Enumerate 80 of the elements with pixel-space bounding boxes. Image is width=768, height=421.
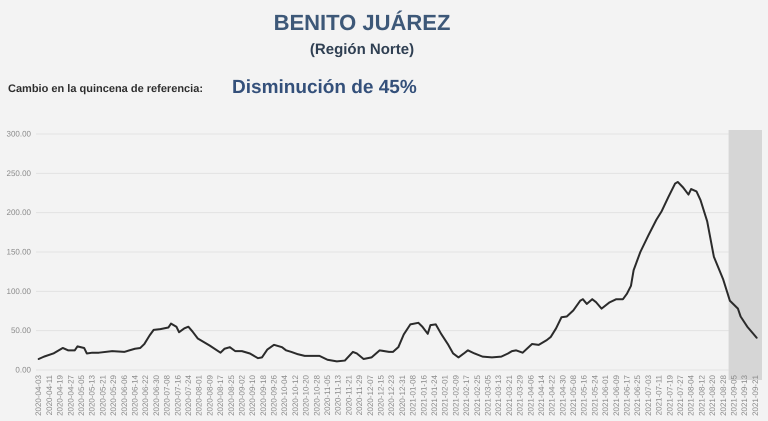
- x-tick-label: 2020-10-28: [312, 374, 322, 416]
- x-tick-label: 2021-02-25: [472, 374, 482, 416]
- x-tick-label: 2021-03-29: [516, 374, 525, 416]
- x-tick-label: 2020-12-15: [376, 374, 386, 416]
- x-tick-label: 2021-07-27: [676, 374, 685, 416]
- x-tick-label: 2021-09-21: [750, 374, 760, 416]
- x-tick-label: 2020-06-30: [152, 374, 161, 416]
- x-tick-label: 2020-08-09: [205, 374, 214, 416]
- y-tick-label: 150.00: [6, 248, 32, 257]
- x-tick-label: 2021-04-22: [548, 374, 557, 416]
- x-tick-label: 2020-05-13: [88, 374, 97, 416]
- x-tick-label: 2021-01-08: [408, 374, 418, 416]
- x-tick-label: 2020-10-04: [280, 374, 290, 416]
- x-tick-label: 2021-09-13: [740, 374, 750, 416]
- x-tick-label: 2020-11-13: [334, 374, 343, 416]
- x-tick-label: 2020-05-29: [109, 374, 118, 416]
- x-tick-label: 2021-06-17: [622, 374, 632, 416]
- x-tick-label: 2021-08-12: [697, 374, 706, 416]
- chart-title: BENITO JUÁREZ: [274, 10, 450, 35]
- x-tick-label: 2020-08-17: [216, 374, 226, 416]
- x-tick-label: 2020-04-27: [66, 374, 76, 416]
- x-tick-label: 2021-04-06: [526, 374, 536, 416]
- x-tick-label: 2020-09-18: [258, 374, 268, 416]
- y-tick-label: 100.00: [6, 286, 32, 296]
- y-tick-label: 50.00: [10, 326, 32, 336]
- x-tick-label: 2020-09-26: [270, 374, 279, 416]
- x-tick-label: 2021-06-09: [612, 374, 621, 416]
- x-tick-label: 2021-05-08: [569, 374, 578, 416]
- x-tick-label: 2020-10-12: [290, 374, 300, 416]
- x-tick-label: 2020-04-03: [34, 374, 44, 416]
- x-tick-label: 2020-07-16: [173, 374, 182, 416]
- x-tick-label: 2021-03-05: [483, 374, 492, 416]
- x-tick-label: 2020-08-25: [226, 374, 236, 416]
- x-tick-label: 2021-07-11: [654, 374, 664, 416]
- x-tick-label: 2021-05-16: [580, 374, 589, 416]
- x-tick-label: 2020-05-21: [98, 374, 108, 416]
- x-tick-label: 2021-03-13: [494, 374, 504, 416]
- x-tick-label: 2021-02-09: [451, 374, 460, 416]
- x-tick-label: 2020-09-10: [248, 374, 258, 416]
- x-tick-label: 2020-11-05: [323, 374, 332, 416]
- x-tick-label: 2021-06-25: [633, 374, 642, 416]
- text: Cambio en la quincena de referencia:: [8, 83, 204, 95]
- x-tick-label: 2020-06-06: [120, 374, 129, 416]
- x-tick-label: 2020-12-31: [398, 374, 407, 416]
- x-tick-label: 2020-04-19: [56, 374, 65, 416]
- x-tick-label: 2020-09-02: [237, 374, 246, 416]
- y-tick-label: 200.00: [6, 208, 32, 218]
- x-tick-label: 2021-07-03: [644, 374, 653, 416]
- x-tick-label: 2021-01-16: [419, 374, 428, 416]
- x-tick-label: 2020-06-14: [130, 374, 140, 416]
- x-tick-label: 2021-08-04: [686, 374, 696, 416]
- chart-subtitle: (Región Norte): [310, 41, 414, 58]
- x-tick-label: 2020-12-23: [387, 374, 396, 416]
- x-tick-label: 2020-05-05: [77, 374, 86, 416]
- x-tick-label: 2021-02-17: [462, 374, 472, 416]
- x-tick-label: 2020-07-08: [162, 374, 172, 416]
- y-tick-label: 300.00: [6, 130, 32, 139]
- y-tick-label: 0.00: [15, 366, 32, 375]
- x-tick-label: 2020-06-22: [141, 374, 150, 416]
- x-tick-label: 2020-07-24: [184, 374, 193, 416]
- x-tick-label: 2020-04-11: [44, 374, 54, 416]
- x-tick-label: 2021-06-01: [601, 374, 610, 416]
- x-tick-label: 2021-04-14: [536, 374, 546, 416]
- x-tick-label: 2021-08-28: [718, 374, 728, 416]
- line-series: [38, 180, 758, 362]
- x-tick-label: 2021-07-19: [665, 374, 674, 416]
- x-tick-label: 2021-03-21: [504, 374, 514, 416]
- x-tick-label: 2021-09-05: [729, 374, 738, 416]
- x-tick-label: 2020-10-20: [302, 374, 311, 416]
- x-tick-label: 2021-02-01: [440, 374, 450, 416]
- x-tick-label: 2021-04-30: [558, 374, 568, 416]
- y-tick-label: 250.00: [6, 168, 32, 178]
- x-tick-label: 2020-08-01: [194, 374, 204, 416]
- x-tick-label: 2020-12-07: [366, 374, 375, 416]
- x-tick-label: 2021-08-20: [708, 374, 718, 416]
- x-tick-label: 2020-11-29: [355, 374, 364, 416]
- x-tick-label: 2021-05-24: [590, 374, 600, 416]
- text: Disminución de 45%: [232, 77, 417, 98]
- x-tick-label: 2021-01-24: [430, 374, 439, 416]
- x-tick-label: 2020-11-21: [344, 374, 354, 416]
